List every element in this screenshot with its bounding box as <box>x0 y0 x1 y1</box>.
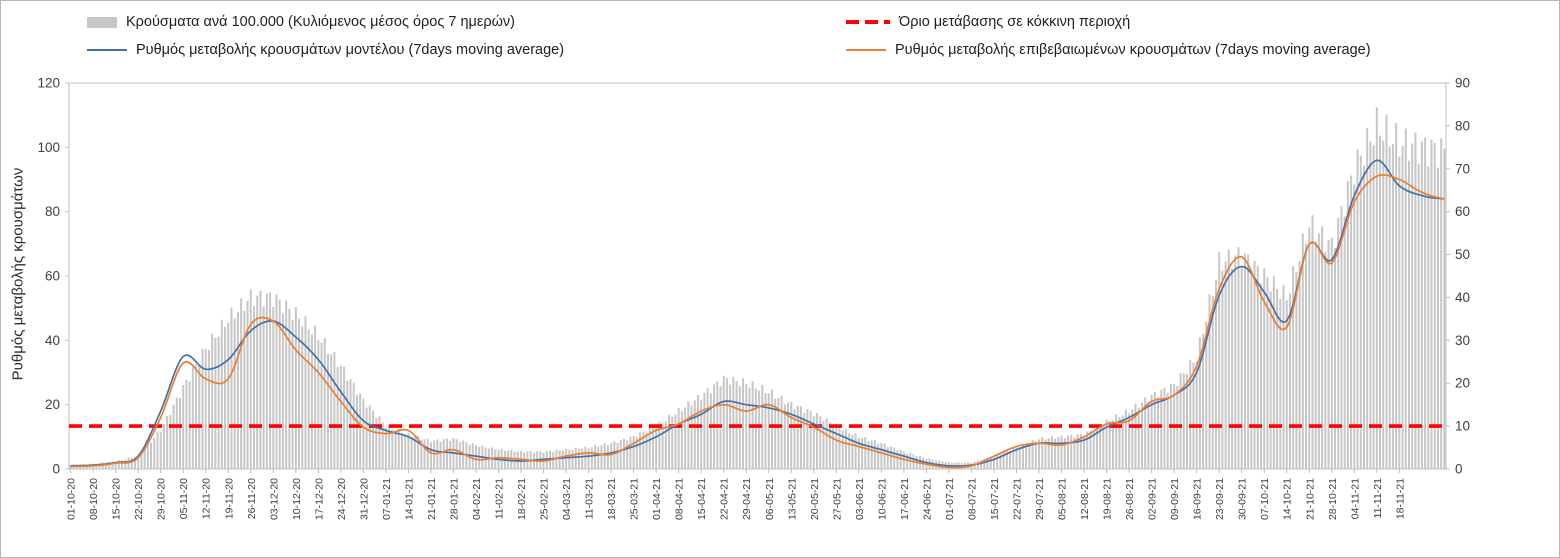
svg-text:60: 60 <box>1455 204 1470 219</box>
svg-text:17-12-20: 17-12-20 <box>313 478 325 520</box>
svg-text:11-11-21: 11-11-21 <box>1372 478 1384 519</box>
svg-text:90: 90 <box>1455 76 1470 91</box>
legend-label-cases: Κρούσματα ανά 100.000 (Κυλιόμενος μέσος … <box>126 14 516 30</box>
svg-text:22-10-20: 22-10-20 <box>133 478 145 520</box>
svg-text:80: 80 <box>1455 118 1470 133</box>
svg-text:24-12-20: 24-12-20 <box>336 478 348 520</box>
svg-text:13-05-21: 13-05-21 <box>786 478 798 520</box>
svg-text:16-09-21: 16-09-21 <box>1192 478 1204 520</box>
svg-text:25-03-21: 25-03-21 <box>629 478 641 520</box>
svg-text:30-09-21: 30-09-21 <box>1237 478 1249 520</box>
svg-text:03-12-20: 03-12-20 <box>268 478 280 520</box>
svg-text:20: 20 <box>45 397 60 412</box>
svg-text:04-02-21: 04-02-21 <box>471 478 483 520</box>
svg-text:01-10-20: 01-10-20 <box>66 478 78 520</box>
svg-text:02-09-21: 02-09-21 <box>1147 478 1159 520</box>
svg-text:14-01-21: 14-01-21 <box>403 478 415 520</box>
svg-text:04-11-21: 04-11-21 <box>1349 478 1361 519</box>
legend-item-cases: Κρούσματα ανά 100.000 (Κυλιόμενος μέσος … <box>87 12 515 32</box>
svg-text:15-10-20: 15-10-20 <box>111 478 123 520</box>
svg-text:24-06-21: 24-06-21 <box>921 478 933 520</box>
svg-text:19-08-21: 19-08-21 <box>1102 478 1114 520</box>
svg-text:18-11-21: 18-11-21 <box>1394 478 1406 519</box>
legend-item-threshold: Όριο μετάβασης σε κόκκινη περιοχή <box>846 12 1130 32</box>
svg-text:60: 60 <box>45 269 60 284</box>
svg-text:20-05-21: 20-05-21 <box>809 478 821 520</box>
svg-text:10-06-21: 10-06-21 <box>876 478 888 520</box>
svg-text:07-10-21: 07-10-21 <box>1259 478 1271 520</box>
svg-text:26-11-20: 26-11-20 <box>246 478 258 519</box>
legend-item-model: Ρυθμός μεταβολής κρουσμάτων μοντέλου (7d… <box>87 40 564 60</box>
svg-text:15-07-21: 15-07-21 <box>989 478 1001 520</box>
svg-text:0: 0 <box>52 462 60 477</box>
svg-text:28-01-21: 28-01-21 <box>448 478 460 520</box>
svg-text:09-09-21: 09-09-21 <box>1169 478 1181 520</box>
svg-text:50: 50 <box>1455 247 1470 262</box>
svg-text:12-11-20: 12-11-20 <box>201 478 213 519</box>
svg-text:10-12-20: 10-12-20 <box>291 478 303 520</box>
legend-item-confirmed: Ρυθμός μεταβολής επιβεβαιωμένων κρουσμάτ… <box>846 40 1371 60</box>
svg-text:0: 0 <box>1455 462 1463 477</box>
svg-text:20: 20 <box>1455 376 1470 391</box>
svg-text:27-05-21: 27-05-21 <box>831 478 843 520</box>
svg-text:28-10-21: 28-10-21 <box>1327 478 1339 520</box>
svg-text:100: 100 <box>37 140 60 155</box>
svg-text:05-11-20: 05-11-20 <box>178 478 190 519</box>
svg-text:18-03-21: 18-03-21 <box>606 478 618 520</box>
svg-text:31-12-20: 31-12-20 <box>358 478 370 520</box>
svg-text:120: 120 <box>37 76 60 91</box>
svg-text:30: 30 <box>1455 333 1470 348</box>
legend-label-threshold: Όριο μετάβασης σε κόκκινη περιοχή <box>899 14 1131 30</box>
svg-text:04-03-21: 04-03-21 <box>561 478 573 520</box>
svg-text:08-04-21: 08-04-21 <box>674 478 686 520</box>
svg-text:08-10-20: 08-10-20 <box>88 478 100 520</box>
legend-label-model: Ρυθμός μεταβολής κρουσμάτων μοντέλου (7d… <box>136 42 565 58</box>
svg-text:03-06-21: 03-06-21 <box>854 478 866 520</box>
svg-text:11-02-21: 11-02-21 <box>494 478 506 519</box>
chart-legend: Κρούσματα ανά 100.000 (Κυλιόμενος μέσος … <box>1 1 1559 71</box>
svg-text:07-01-21: 07-01-21 <box>381 478 393 520</box>
svg-text:23-09-21: 23-09-21 <box>1214 478 1226 520</box>
svg-text:21-01-21: 21-01-21 <box>426 478 438 520</box>
svg-text:29-04-21: 29-04-21 <box>741 478 753 520</box>
svg-text:15-04-21: 15-04-21 <box>696 478 708 520</box>
confirmed-line-swatch <box>846 48 886 52</box>
svg-text:29-07-21: 29-07-21 <box>1034 478 1046 520</box>
svg-text:14-10-21: 14-10-21 <box>1282 478 1294 520</box>
svg-text:22-07-21: 22-07-21 <box>1011 478 1023 520</box>
svg-text:26-08-21: 26-08-21 <box>1124 478 1136 520</box>
svg-text:10: 10 <box>1455 419 1470 434</box>
svg-text:12-08-21: 12-08-21 <box>1079 478 1091 520</box>
svg-text:25-02-21: 25-02-21 <box>539 478 551 520</box>
legend-label-confirmed: Ρυθμός μεταβολής επιβεβαιωμένων κρουσμάτ… <box>895 42 1371 58</box>
svg-text:29-10-20: 29-10-20 <box>156 478 168 520</box>
svg-text:08-07-21: 08-07-21 <box>966 478 978 520</box>
svg-text:21-10-21: 21-10-21 <box>1304 478 1316 520</box>
svg-text:05-08-21: 05-08-21 <box>1057 478 1069 520</box>
svg-text:22-04-21: 22-04-21 <box>719 478 731 520</box>
svg-text:06-05-21: 06-05-21 <box>764 478 776 520</box>
bar-series-swatch <box>87 16 117 28</box>
svg-text:11-03-21: 11-03-21 <box>584 478 596 519</box>
svg-text:70: 70 <box>1455 161 1470 176</box>
svg-text:40: 40 <box>1455 290 1470 305</box>
model-line-swatch <box>87 48 127 52</box>
threshold-dash-swatch <box>846 20 890 24</box>
svg-text:17-06-21: 17-06-21 <box>899 478 911 520</box>
svg-text:18-02-21: 18-02-21 <box>516 478 528 520</box>
svg-text:40: 40 <box>45 333 60 348</box>
svg-text:80: 80 <box>45 204 60 219</box>
svg-text:19-11-20: 19-11-20 <box>223 478 235 519</box>
svg-text:01-07-21: 01-07-21 <box>944 478 956 520</box>
svg-text:01-04-21: 01-04-21 <box>651 478 663 520</box>
